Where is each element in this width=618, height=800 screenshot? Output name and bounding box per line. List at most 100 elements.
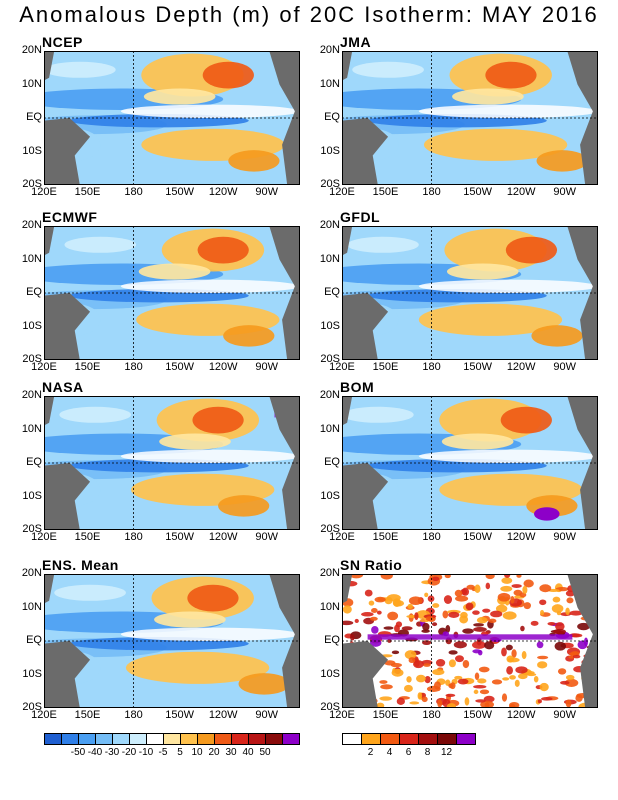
x-tick-label: 120W	[506, 531, 536, 543]
y-tick-label: 20S	[320, 178, 340, 190]
y-tick-label: 10N	[21, 252, 42, 265]
y-tick-label: 10N	[319, 252, 340, 265]
y-tick-label: 20S	[22, 353, 42, 365]
colorbar-swatch	[457, 734, 475, 744]
y-tick-label: 10N	[21, 422, 42, 435]
x-tick-label: 180	[422, 186, 441, 198]
y-tick-label: 10S	[22, 489, 42, 502]
x-tick-label: 180	[124, 186, 143, 198]
x-tick-label: 120W	[506, 709, 536, 721]
x-tick-label: 180	[124, 531, 143, 543]
x-tick-label: 180	[422, 361, 441, 373]
x-tick-label: 90W	[255, 186, 279, 198]
colorbar-label: 5	[177, 747, 183, 758]
colorbar-label: 4	[386, 747, 393, 758]
colorbar-label: 12	[440, 747, 453, 758]
panel-title: GFDL	[338, 209, 383, 225]
land-mass-west	[342, 641, 389, 708]
land-mass-west	[44, 641, 91, 708]
x-tick-label: 90W	[553, 709, 577, 721]
y-tick-label: 20S	[22, 178, 42, 190]
colorbar-swatch	[249, 734, 266, 744]
colorbar-label: 30	[225, 747, 237, 758]
colorbar-swatch	[232, 734, 249, 744]
y-tick-label: 20N	[21, 44, 42, 56]
y-tick-label: 20N	[319, 389, 340, 401]
colorbar-swatch	[266, 734, 283, 744]
y-tick-label: 20N	[319, 219, 340, 231]
x-tick-label: 180	[422, 531, 441, 543]
y-tick-label: 10S	[320, 489, 340, 502]
land-mass-west	[44, 293, 91, 360]
land-mass-east	[269, 396, 300, 530]
y-tick-label: 10N	[319, 600, 340, 613]
x-tick-label: 120E	[31, 186, 57, 198]
y-tick-label: 10S	[22, 319, 42, 332]
land-mass-east	[269, 51, 300, 185]
land-mass-west	[342, 463, 389, 530]
y-tick-label: 20S	[22, 523, 42, 535]
colorbar-label: 40	[242, 747, 254, 758]
y-tick-label: EQ	[26, 111, 42, 123]
anomaly-map	[44, 396, 300, 530]
panel-title: ECMWF	[40, 209, 100, 225]
x-tick-label: 150E	[372, 186, 399, 198]
colorbar-swatch	[62, 734, 79, 744]
x-tick-label: 120W	[506, 186, 536, 198]
x-tick-label: 150E	[372, 709, 399, 721]
land-mass-west	[342, 293, 389, 360]
colorbar-label: 50	[259, 747, 271, 758]
x-tick-label: 120W	[506, 361, 536, 373]
x-tick-label: 120E	[31, 361, 57, 373]
x-tick-label: 150E	[74, 186, 101, 198]
colorbar-label: 20	[208, 747, 220, 758]
panel-title: NASA	[40, 379, 86, 395]
x-tick-label: 120W	[208, 531, 238, 543]
x-tick-label: 150W	[165, 709, 195, 721]
x-tick-label: 90W	[255, 531, 279, 543]
y-tick-label: 20N	[21, 567, 42, 579]
panel-title: BOM	[338, 379, 377, 395]
colorbar-label: 2	[367, 747, 374, 758]
map-panel-sn-ratio: SN Ratio	[338, 558, 598, 708]
anomaly-map	[44, 574, 300, 708]
colorbar-swatch	[130, 734, 147, 744]
colorbar-label: -40	[87, 747, 103, 758]
colorbar-swatch	[147, 734, 164, 744]
x-tick-label: 120W	[208, 709, 238, 721]
colorbar-label: -50	[70, 747, 86, 758]
x-tick-label: 120E	[31, 531, 57, 543]
x-tick-label: 120E	[329, 361, 355, 373]
y-tick-label: 10S	[320, 319, 340, 332]
y-tick-label: 20S	[320, 523, 340, 535]
y-tick-label: EQ	[324, 111, 340, 123]
y-tick-label: EQ	[324, 456, 340, 468]
map-panel-gfdl: GFDL	[338, 210, 598, 360]
colorbar-label: 6	[405, 747, 412, 758]
colorbar-label: 10	[191, 747, 203, 758]
y-tick-label: 10N	[21, 77, 42, 90]
x-tick-label: 150E	[372, 531, 399, 543]
land-mass-east	[269, 574, 300, 708]
panel-title: SN Ratio	[338, 557, 405, 573]
colorbar-swatch	[343, 734, 362, 744]
x-tick-label: 120E	[329, 709, 355, 721]
y-tick-label: 20N	[319, 567, 340, 579]
x-tick-label: 120E	[329, 531, 355, 543]
x-tick-label: 120E	[329, 186, 355, 198]
y-tick-label: 10S	[22, 144, 42, 157]
page-title: Anomalous Depth (m) of 20C Isotherm: MAY…	[19, 2, 599, 27]
y-tick-label: EQ	[26, 634, 42, 646]
x-tick-label: 150W	[463, 361, 493, 373]
x-tick-label: 150W	[463, 709, 493, 721]
colorbar-swatch	[181, 734, 198, 744]
y-tick-label: EQ	[324, 286, 340, 298]
anomaly-map	[342, 396, 598, 530]
colorbar-swatch	[362, 734, 381, 744]
y-tick-label: 10N	[21, 600, 42, 613]
colorbar-swatch	[79, 734, 96, 744]
anomaly-map	[342, 226, 598, 360]
y-tick-label: 20S	[320, 701, 340, 713]
x-tick-label: 150W	[165, 531, 195, 543]
map-panel-bom: BOM	[338, 380, 598, 530]
